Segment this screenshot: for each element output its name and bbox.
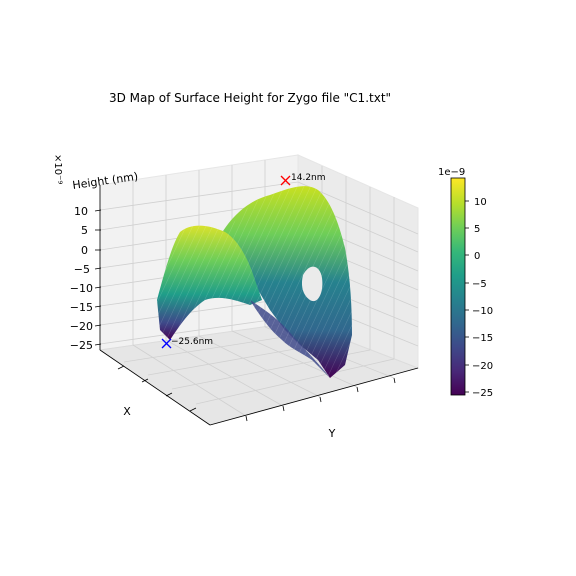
z-tick-label: −15: [70, 301, 93, 314]
surface-hole: [301, 266, 323, 302]
colorbar-tick-label: −15: [472, 333, 493, 344]
max-marker-x-icon: [280, 175, 291, 186]
axis-lines: [99, 185, 419, 426]
z-tick-label: −25: [70, 339, 93, 352]
z-tick-label: −20: [70, 320, 93, 333]
colorbar-ticks: [465, 200, 469, 393]
z-ticks: [94, 209, 102, 346]
z-axis-multiplier: ×10⁻⁹: [52, 154, 63, 184]
x-axis-label: X: [123, 405, 131, 418]
colorbar-tick-label: −20: [472, 361, 493, 372]
colorbar-tick-label: −5: [472, 279, 487, 290]
min-marker-label: −25.6nm: [171, 337, 213, 347]
z-tick-label: −10: [70, 282, 93, 295]
z-tick-label: 0: [81, 244, 88, 257]
z-tick-label: 10: [74, 205, 88, 218]
colorbar-tick-label: −10: [472, 306, 493, 317]
colorbar-tick-label: 0: [474, 251, 480, 262]
z-tick-label: 5: [81, 224, 88, 237]
colorbar-gradient: [450, 177, 466, 396]
min-marker: −25.6nm: [161, 337, 213, 349]
surface-mesh: [157, 186, 352, 378]
surface: [157, 186, 352, 378]
min-marker-x-icon: [161, 338, 172, 349]
colorbar: 1e−9 10 5 0 −5 −10 −15 −20 −25: [438, 167, 493, 399]
x-axis-ticks: [117, 365, 197, 412]
colorbar-tick-label: 5: [474, 224, 480, 235]
y-axis-label: Y: [328, 427, 336, 440]
max-marker: 14.2nm: [280, 173, 326, 186]
chart-title: 3D Map of Surface Height for Zygo file "…: [109, 91, 391, 105]
z-axis: 10 5 0 −5 −10 −15 −20 −25: [70, 205, 102, 352]
max-marker-label: 14.2nm: [291, 173, 326, 183]
z-tick-label: −5: [74, 263, 90, 276]
colorbar-tick-label: −25: [472, 388, 493, 399]
colorbar-tick-label: 10: [474, 197, 487, 208]
y-axis-ticks: [245, 377, 396, 422]
colorbar-offset-label: 1e−9: [438, 167, 465, 178]
